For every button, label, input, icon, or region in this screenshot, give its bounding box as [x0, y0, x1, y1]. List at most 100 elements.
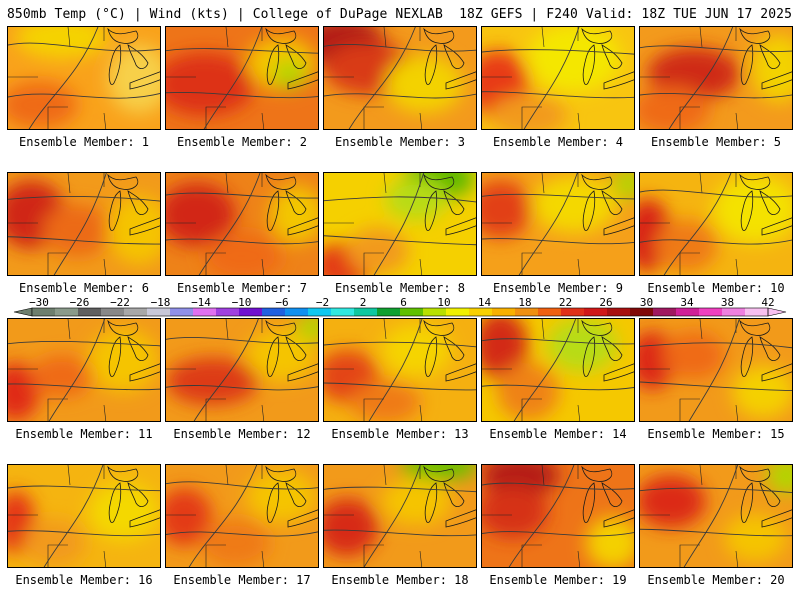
state-border: [363, 398, 384, 421]
temperature-anomaly: [350, 381, 421, 421]
state-border: [419, 112, 423, 129]
ensemble-member-label: Ensemble Member: 5: [650, 135, 782, 149]
height-contour: [8, 236, 160, 245]
ensemble-member-map: [7, 464, 161, 568]
temperature-anomaly: [166, 52, 255, 116]
lake-outline: [761, 71, 792, 90]
temperature-anomaly: [166, 183, 236, 246]
lake-outline: [603, 509, 634, 528]
height-contour: [8, 92, 160, 99]
lake-outline: [265, 27, 297, 44]
ensemble-member-label: Ensemble Member: 17: [173, 573, 311, 587]
lake-outline: [761, 509, 792, 528]
temperature-anomaly: [585, 516, 634, 567]
lake-outline: [739, 465, 771, 482]
lake-outline: [740, 44, 754, 85]
colorbar-swatch: [354, 308, 378, 316]
temperature-anomaly: [324, 498, 379, 557]
height-contour: [683, 465, 739, 567]
colorbar-tick-label: 26: [599, 298, 612, 309]
lake-outline: [581, 173, 613, 190]
lake-outline: [266, 336, 280, 377]
ensemble-member-map: [639, 26, 793, 130]
state-border: [67, 319, 71, 340]
state-border: [699, 173, 703, 194]
lake-outline: [443, 482, 465, 507]
temperature-anomaly: [766, 465, 792, 494]
temperature-anomaly: [42, 204, 113, 257]
colorbar-swatch: [584, 308, 608, 316]
lake-outline: [443, 44, 465, 69]
state-border: [577, 550, 581, 567]
ensemble-member-map: [481, 464, 635, 568]
height-contour: [668, 27, 734, 129]
height-contour: [166, 238, 318, 245]
lake-outline: [266, 44, 280, 85]
temperature-anomaly: [296, 319, 318, 342]
lake-outline: [445, 71, 476, 90]
lake-outline: [287, 71, 318, 90]
lake-outline: [129, 71, 160, 90]
state-border: [699, 319, 703, 340]
lake-outline: [739, 173, 771, 190]
lake-outline: [759, 336, 781, 361]
lake-outline: [424, 482, 438, 523]
colorbar-swatch: [745, 308, 769, 316]
temperature-anomaly: [271, 59, 307, 89]
colorbar-swatch: [78, 308, 102, 316]
colorbar-tick-label: −18: [151, 298, 171, 309]
state-border: [205, 544, 226, 567]
colorbar-tick-label: 38: [721, 298, 734, 309]
state-border: [103, 258, 107, 275]
height-contour: [28, 27, 99, 129]
ensemble-member-map: [639, 318, 793, 422]
height-contour: [640, 342, 792, 349]
lake-outline: [265, 319, 297, 336]
state-border: [205, 252, 226, 275]
height-contour: [482, 384, 634, 391]
lake-outline: [582, 44, 596, 85]
ensemble-member-label: Ensemble Member: 7: [176, 281, 308, 295]
colorbar-swatch: [400, 308, 424, 316]
ensemble-member-map: [7, 318, 161, 422]
lake-outline: [582, 336, 596, 377]
lake-outline: [581, 465, 613, 482]
colorbar-swatch: [170, 308, 194, 316]
temperature-anomaly: [482, 485, 548, 538]
ensemble-member-map: [481, 26, 635, 130]
temperature-anomaly: [166, 488, 212, 546]
lake-outline: [424, 44, 438, 85]
ensemble-member-label: Ensemble Member: 18: [331, 573, 469, 587]
height-contour: [523, 27, 580, 129]
ensemble-member-map: [323, 464, 477, 568]
colorbar-swatch: [653, 308, 677, 316]
height-contour: [368, 319, 423, 421]
lake-outline: [759, 482, 781, 507]
ensemble-member-label: Ensemble Member: 6: [18, 281, 150, 295]
height-contour: [8, 383, 160, 391]
state-border: [47, 252, 68, 275]
lake-outline: [424, 336, 438, 377]
state-border: [577, 258, 581, 275]
colorbar-swatch: [676, 308, 700, 316]
height-contour: [188, 465, 258, 567]
height-contour: [166, 192, 318, 199]
lake-outline: [603, 217, 634, 236]
colorbar-swatch: [124, 308, 148, 316]
height-contour: [8, 530, 160, 537]
colorbar-low-arrow: [13, 307, 33, 317]
temperature-anomaly: [23, 519, 86, 567]
lake-outline: [423, 319, 455, 336]
state-border: [103, 112, 107, 129]
colorbar-swatch: [630, 308, 654, 316]
height-contour: [166, 48, 318, 54]
ensemble-member-map: [7, 26, 161, 130]
state-border: [103, 550, 107, 567]
colorbar-swatch: [193, 308, 217, 316]
colorbar-swatch: [699, 308, 723, 316]
colorbar-tick-label: 2: [360, 298, 367, 309]
ensemble-member-label: Ensemble Member: 13: [331, 427, 469, 441]
temperature-anomaly: [166, 357, 259, 405]
colorbar-swatch: [239, 308, 263, 316]
lake-outline: [445, 509, 476, 528]
